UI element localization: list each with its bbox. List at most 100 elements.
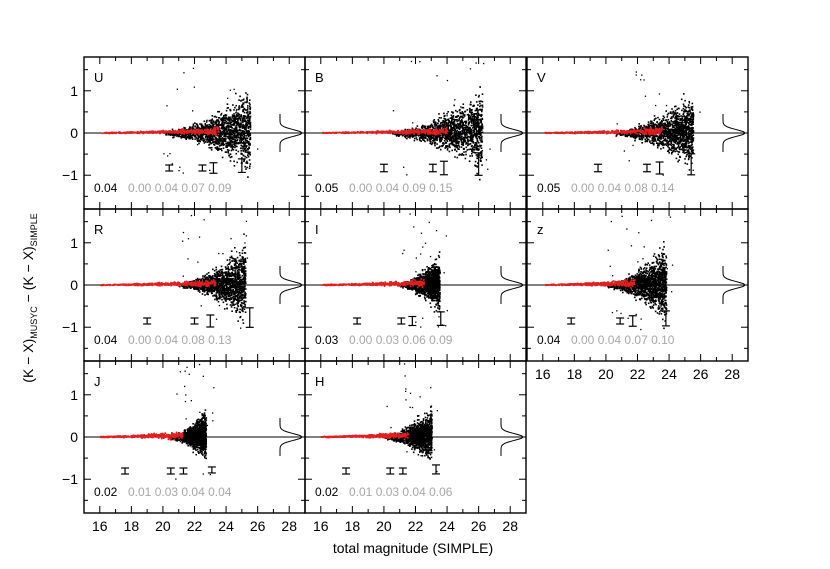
scatter-point — [690, 151, 693, 153]
highlight-point — [440, 133, 442, 135]
scatter-point — [455, 125, 458, 127]
scatter-point — [248, 112, 251, 114]
scatter-point — [463, 151, 465, 153]
scatter-point — [678, 133, 681, 135]
scatter-point — [200, 137, 202, 139]
highlight-point — [413, 133, 415, 135]
highlight-point — [168, 131, 171, 133]
scatter-point — [475, 142, 477, 144]
scatter-point — [172, 134, 174, 136]
scatter-point — [243, 143, 245, 145]
scatter-point — [663, 135, 666, 138]
scatter-point — [692, 112, 694, 114]
scatter-point — [438, 146, 441, 149]
highlight-point — [200, 129, 203, 131]
scatter-point — [662, 115, 665, 117]
scatter-point — [433, 139, 436, 142]
scatter-point — [458, 109, 461, 112]
scatter-point — [451, 141, 453, 143]
scatter-point — [230, 135, 232, 137]
scatter-point — [681, 117, 684, 120]
scatter-point — [690, 115, 693, 117]
highlight-point — [381, 131, 384, 134]
scatter-point — [686, 133, 688, 136]
scatter-point — [661, 134, 663, 136]
scatter-point — [460, 124, 462, 127]
highlight-point — [339, 131, 342, 134]
scatter-point — [231, 140, 234, 143]
highlight-point — [133, 132, 136, 134]
scatter-point — [416, 138, 418, 141]
scatter-point — [228, 155, 230, 157]
scatter-point — [249, 133, 252, 136]
scatter-point — [461, 118, 463, 121]
scatter-point — [475, 126, 478, 128]
highlight-point — [150, 130, 153, 133]
scatter-point — [474, 164, 476, 167]
scatter-point — [231, 130, 234, 133]
scatter-point — [472, 120, 474, 122]
scatter-point — [436, 143, 438, 145]
highlight-point — [187, 131, 190, 134]
scatter-point — [239, 116, 241, 118]
scatter-point — [469, 135, 472, 137]
scatter-point — [679, 121, 682, 124]
highlight-point — [399, 131, 402, 134]
scatter-point — [249, 108, 251, 111]
scatter-point — [240, 133, 242, 136]
scatter-point — [217, 139, 220, 141]
scatter-point — [680, 118, 683, 121]
scatter-point — [447, 135, 450, 137]
scatter-outlier — [412, 122, 414, 124]
scatter-point — [439, 137, 442, 139]
scatter-point — [242, 133, 244, 136]
scatter-point — [223, 135, 225, 137]
scatter-point — [239, 136, 242, 139]
scatter-point — [242, 154, 245, 157]
scatter-point — [470, 118, 472, 120]
scatter-point — [480, 100, 482, 102]
scatter-point — [239, 119, 242, 122]
scatter-point — [247, 176, 249, 178]
scatter-point — [474, 119, 477, 121]
scatter-point — [445, 146, 447, 149]
highlight-point — [154, 131, 157, 133]
scatter-point — [439, 145, 441, 148]
scatter-point — [446, 134, 449, 136]
scatter-point — [237, 121, 240, 124]
scatter-point — [428, 135, 431, 137]
highlight-points — [322, 126, 449, 136]
scatter-point — [460, 120, 462, 122]
scatter-point — [441, 122, 444, 124]
scatter-point — [246, 137, 249, 140]
scatter-point — [481, 150, 484, 152]
scatter-point — [671, 117, 673, 120]
scatter-point — [242, 110, 244, 113]
highlight-point — [181, 129, 183, 132]
highlight-point — [217, 126, 220, 129]
scatter-point — [222, 144, 225, 147]
highlight-point — [191, 129, 194, 132]
scatter-point — [688, 123, 690, 126]
highlight-point — [192, 131, 195, 133]
scatter-point — [241, 157, 243, 159]
highlight-point — [372, 130, 374, 133]
scatter-point — [237, 129, 239, 132]
highlight-point — [386, 131, 388, 133]
scatter-point — [224, 119, 227, 122]
scatter-point — [456, 142, 458, 144]
scatter-point — [672, 116, 675, 118]
scatter-point — [203, 126, 206, 129]
scatter-point — [455, 130, 458, 133]
sigma-value: 0.09 — [399, 181, 426, 195]
scatter-point — [465, 142, 468, 144]
scatter-point — [206, 125, 208, 128]
scatter-point — [235, 142, 237, 145]
scatter-point — [475, 127, 477, 130]
scatter-point — [432, 120, 435, 122]
scatter-point — [454, 119, 457, 121]
scatter-point — [218, 148, 220, 150]
scatter-point — [217, 110, 219, 113]
scatter-point — [467, 132, 470, 134]
scatter-point — [463, 113, 466, 116]
